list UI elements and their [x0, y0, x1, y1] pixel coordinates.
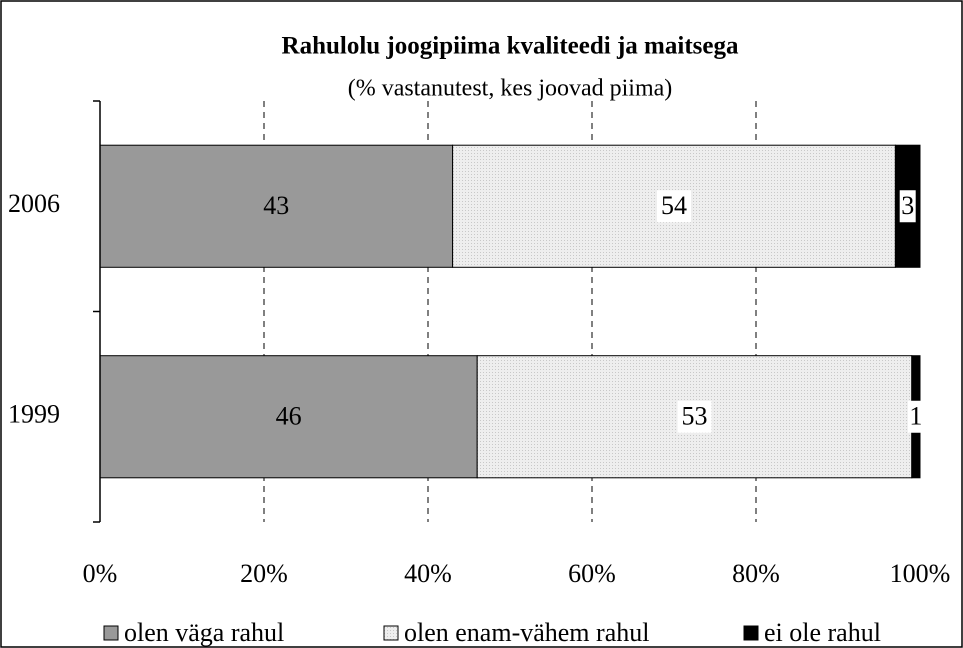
bar-segment — [99, 355, 478, 479]
x-tick-label: 60% — [568, 559, 616, 588]
legend-swatch — [383, 625, 399, 641]
x-tick-label: 100% — [890, 559, 951, 588]
data-label: 46 — [276, 402, 302, 431]
chart-subtitle: (% vastanutest, kes joovad piima) — [348, 76, 673, 102]
data-label: 3 — [901, 191, 914, 220]
data-label-bg — [657, 190, 691, 223]
chart-title: Rahulolu joogipiima kvaliteedi ja maitse… — [282, 33, 739, 60]
x-tick-label: 40% — [404, 559, 452, 588]
x-tick-label: 0% — [83, 559, 118, 588]
data-label-bg — [677, 400, 712, 433]
legend-swatch — [103, 625, 119, 641]
y-tick-label: 1999 — [8, 400, 60, 429]
legend-label: olen enam-vähem rahul — [404, 618, 649, 647]
legend-swatch — [743, 625, 759, 641]
legend-label: ei ole rahul — [764, 618, 881, 647]
y-tick-label: 2006 — [8, 189, 60, 218]
data-label-bg — [907, 400, 924, 433]
data-label: 54 — [661, 191, 687, 220]
x-tick-label: 20% — [240, 559, 288, 588]
data-label: 1 — [909, 402, 922, 431]
bar-segment — [99, 144, 454, 268]
data-label-bg — [899, 190, 916, 223]
legend-label: olen väga rahul — [124, 618, 284, 647]
x-tick-label: 80% — [732, 559, 780, 588]
data-label: 43 — [263, 191, 289, 220]
data-label: 53 — [682, 402, 708, 431]
